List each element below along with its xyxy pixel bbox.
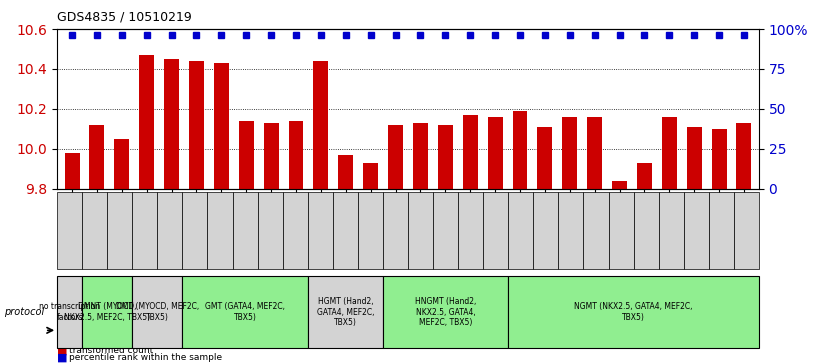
Bar <box>90 125 104 189</box>
Bar <box>64 153 79 189</box>
Text: percentile rank within the sample: percentile rank within the sample <box>69 353 223 362</box>
Bar <box>289 121 304 189</box>
Bar <box>512 111 527 189</box>
Bar <box>712 129 726 189</box>
Bar <box>388 125 403 189</box>
Bar <box>637 163 652 189</box>
Bar <box>687 127 702 189</box>
Text: ■: ■ <box>57 352 68 363</box>
Bar <box>189 61 204 189</box>
Bar <box>140 55 154 189</box>
Bar <box>114 139 129 189</box>
Bar <box>313 61 328 189</box>
Bar <box>737 123 752 189</box>
Text: GMT (GATA4, MEF2C,
TBX5): GMT (GATA4, MEF2C, TBX5) <box>205 302 285 322</box>
Bar <box>612 181 627 189</box>
Bar <box>239 121 254 189</box>
Text: protocol: protocol <box>4 307 44 317</box>
Bar <box>264 123 278 189</box>
Text: transformed count: transformed count <box>69 346 153 355</box>
Bar <box>438 125 453 189</box>
Text: no transcription
factors: no transcription factors <box>39 302 100 322</box>
Bar <box>339 155 353 189</box>
Bar <box>588 117 602 189</box>
Text: HNGMT (Hand2,
NKX2.5, GATA4,
MEF2C, TBX5): HNGMT (Hand2, NKX2.5, GATA4, MEF2C, TBX5… <box>415 297 477 327</box>
Bar <box>413 123 428 189</box>
Bar <box>214 63 228 189</box>
Bar <box>488 117 503 189</box>
Bar <box>463 115 477 189</box>
Bar <box>164 59 179 189</box>
Bar <box>662 117 676 189</box>
Text: ■: ■ <box>57 345 68 355</box>
Text: HGMT (Hand2,
GATA4, MEF2C,
TBX5): HGMT (Hand2, GATA4, MEF2C, TBX5) <box>317 297 374 327</box>
Bar <box>562 117 577 189</box>
Text: NGMT (NKX2.5, GATA4, MEF2C,
TBX5): NGMT (NKX2.5, GATA4, MEF2C, TBX5) <box>574 302 693 322</box>
Bar <box>363 163 378 189</box>
Text: DMT (MYOCD, MEF2C,
TBX5): DMT (MYOCD, MEF2C, TBX5) <box>116 302 199 322</box>
Text: DMNT (MYOCD,
NKX2.5, MEF2C, TBX5): DMNT (MYOCD, NKX2.5, MEF2C, TBX5) <box>64 302 150 322</box>
Bar <box>538 127 552 189</box>
Text: GDS4835 / 10510219: GDS4835 / 10510219 <box>57 11 192 24</box>
